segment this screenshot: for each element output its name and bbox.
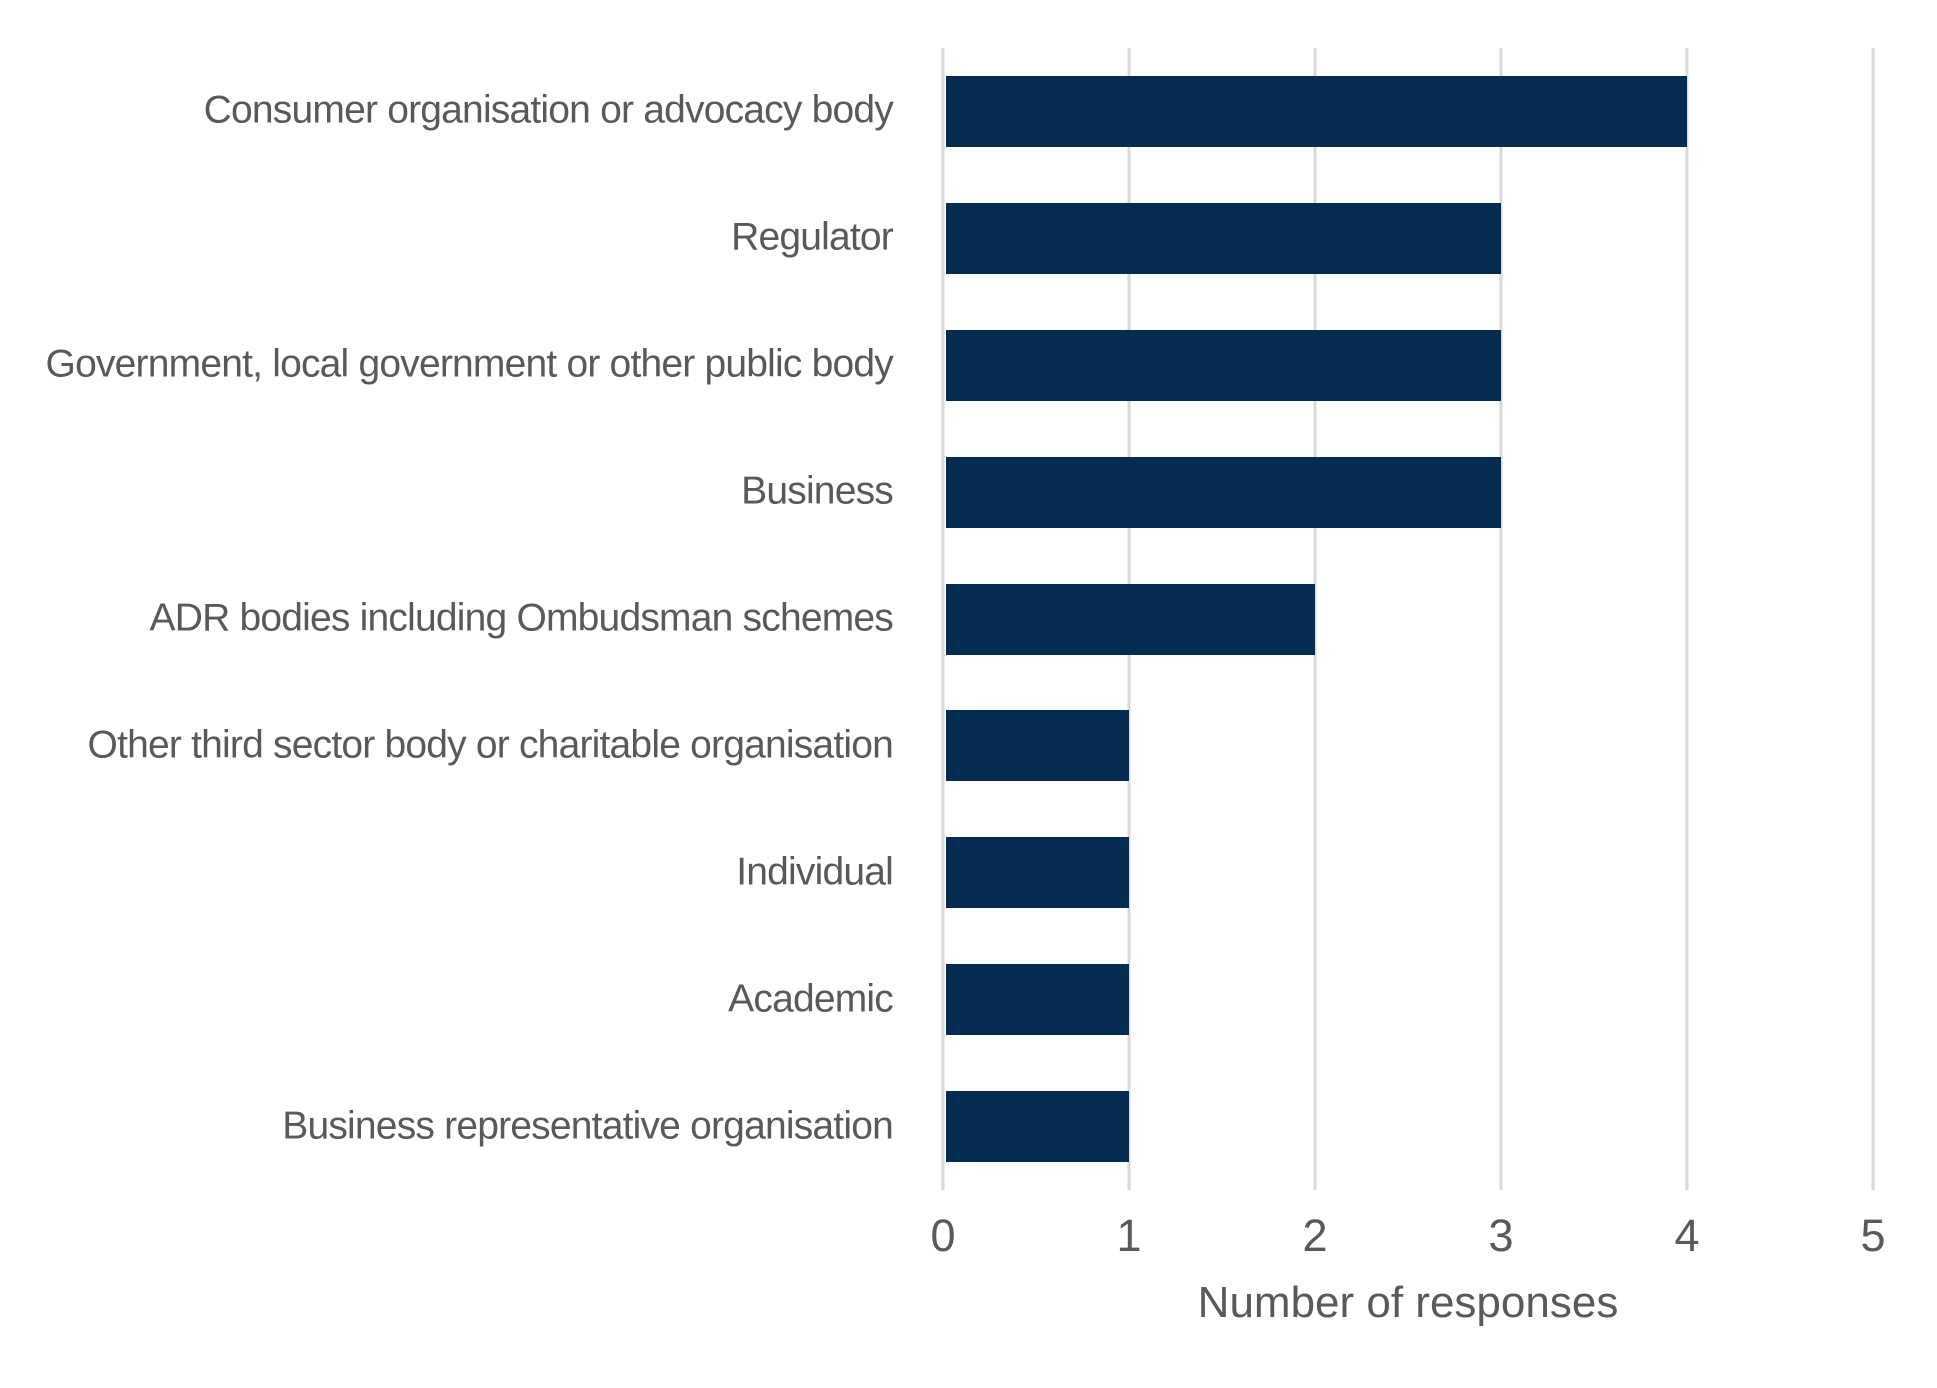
- category-label-6: Individual: [736, 850, 894, 894]
- category-label-4: ADR bodies including Ombudsman schemes: [149, 596, 894, 640]
- category-label-2: Government, local government or other pu…: [45, 342, 894, 386]
- bar-2: [946, 329, 1501, 401]
- x-tick-label-2: 2: [1302, 1210, 1328, 1261]
- gridline-4: [1685, 48, 1689, 1190]
- gridline-0: [941, 48, 945, 1190]
- bar-0: [946, 75, 1687, 147]
- category-label-1: Regulator: [731, 215, 894, 259]
- x-tick-label-0: 0: [930, 1210, 956, 1261]
- category-axis: Consumer organisation or advocacy body Re…: [0, 48, 919, 1190]
- bar-1: [946, 202, 1501, 274]
- gridline-2: [1313, 48, 1317, 1190]
- x-axis-ticks: 0 1 2 3 4 5: [930, 1210, 1885, 1263]
- category-label-0: Consumer organisation or advocacy body: [203, 89, 894, 133]
- category-label-8: Business representative organisation: [282, 1104, 894, 1148]
- x-tick-label-5: 5: [1860, 1210, 1886, 1261]
- category-label-3: Business: [741, 469, 894, 513]
- bar-5: [946, 710, 1129, 782]
- x-tick-label-3: 3: [1488, 1210, 1514, 1261]
- plot-area: [941, 48, 1875, 1190]
- x-tick-label-1: 1: [1116, 1210, 1142, 1261]
- category-label-5: Other third sector body or charitable or…: [87, 723, 894, 767]
- bar-6: [946, 837, 1129, 909]
- x-axis-title: Number of responses: [1197, 1278, 1619, 1327]
- bar-4: [946, 583, 1315, 655]
- gridline-3: [1499, 48, 1503, 1190]
- x-tick-label-4: 4: [1674, 1210, 1700, 1261]
- gridline-5: [1871, 48, 1875, 1190]
- bar-8: [946, 1091, 1129, 1163]
- category-label-7: Academic: [728, 977, 894, 1021]
- bar-7: [946, 964, 1129, 1036]
- bar-3: [946, 456, 1501, 528]
